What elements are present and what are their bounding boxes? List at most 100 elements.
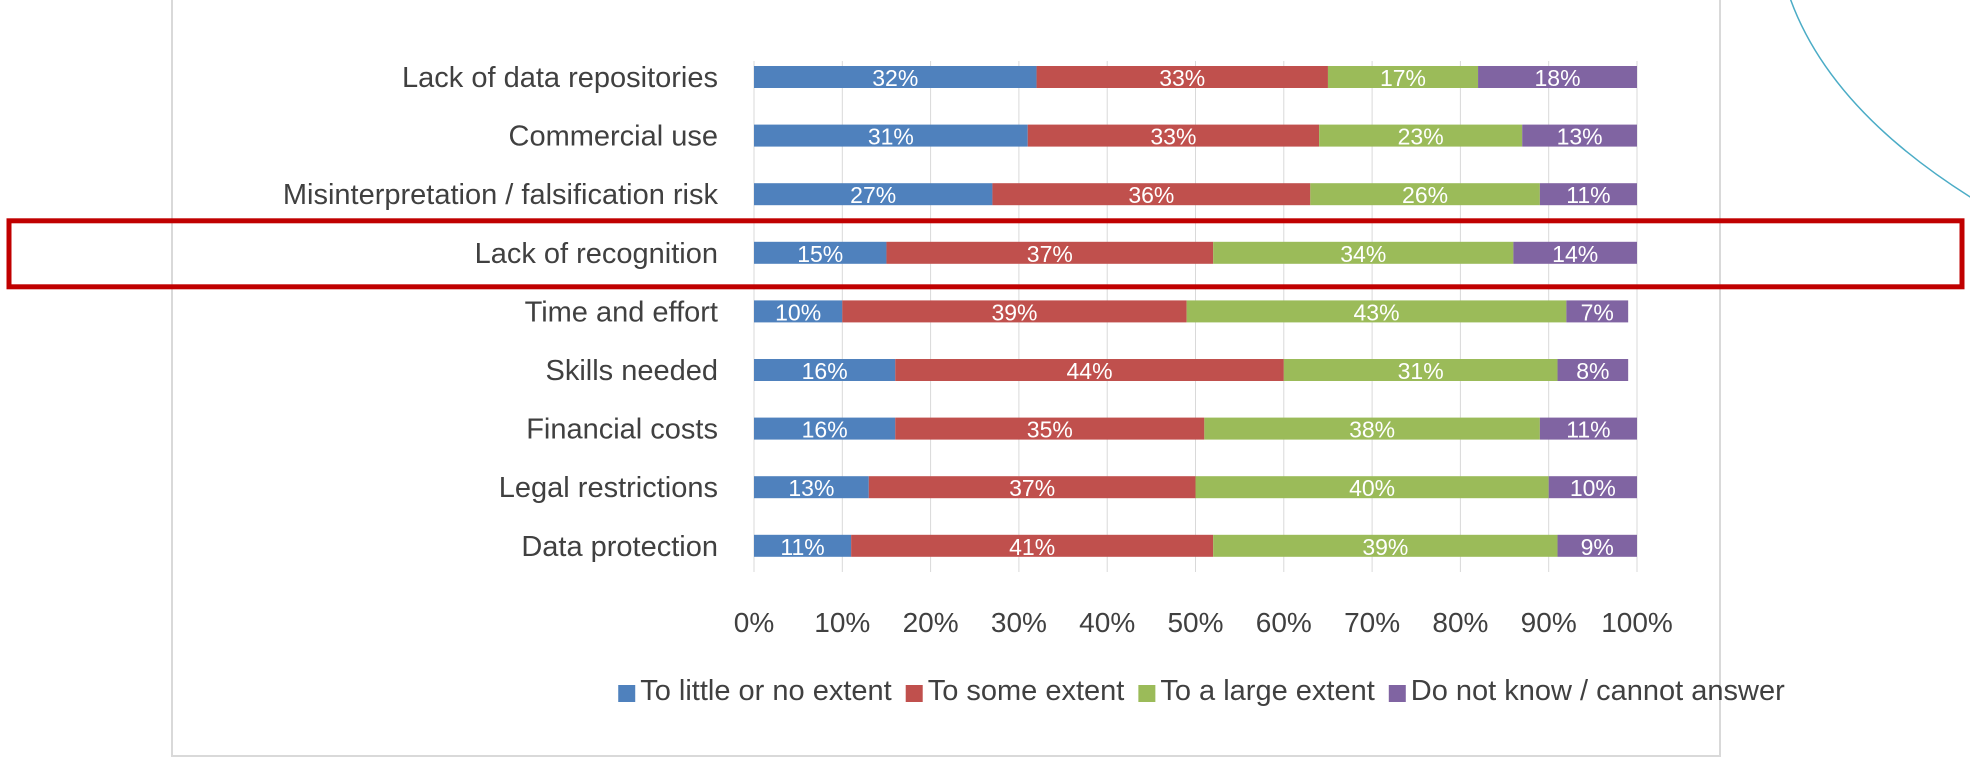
bar-segment [1319,124,1523,147]
data-label: 15% [797,241,843,267]
data-label: 8% [1576,358,1609,384]
bar-segment [886,241,1214,264]
category-label: Skills needed [546,355,719,387]
category-label: Data protection [521,531,718,563]
data-label: 27% [850,182,896,208]
bar-segment [1557,359,1629,381]
x-tick-label: 60% [1256,607,1312,638]
data-label: 10% [1570,475,1616,501]
legend-label: Do not know / cannot answer [1411,675,1785,707]
data-label: 18% [1535,65,1581,91]
legend-swatch [618,685,636,702]
data-label: 39% [991,299,1037,325]
x-tick-label: 100% [1601,607,1673,638]
bar-segment [1557,534,1637,557]
bar-segment [1213,241,1514,264]
bar-segment [754,476,869,499]
data-label: 36% [1128,182,1174,208]
data-label: 33% [1150,124,1196,150]
data-label: 37% [1027,241,1073,267]
data-label: 31% [868,124,914,150]
x-tick-label: 90% [1521,607,1577,638]
bar-segment [1036,66,1328,88]
data-label: 39% [1362,534,1408,560]
bar-segment [992,183,1311,206]
data-label: 41% [1009,534,1055,560]
bar-segment [1195,476,1549,499]
bar-segment [1478,66,1637,88]
bar-segment [1283,359,1558,381]
bar-segment [754,241,887,264]
data-label: 38% [1349,417,1395,443]
bar-segment [754,359,896,381]
x-tick-label: 10% [814,607,870,638]
bar-segment [754,534,852,557]
data-label: 7% [1581,299,1614,325]
x-tick-label: 0% [734,607,774,638]
category-label: Time and effort [525,296,718,328]
bar-segment [754,417,896,440]
bar-segment [1027,124,1320,147]
x-tick-label: 30% [991,607,1047,638]
bar-segment [1186,300,1567,323]
bar-segment [895,417,1205,440]
bar-segment [754,66,1037,88]
decorative-curve [1789,0,1970,198]
bar-segment [1566,300,1629,323]
data-label: 9% [1581,534,1614,560]
bar-segment [1513,241,1637,264]
data-label: 33% [1159,65,1205,91]
bar-segment [851,534,1214,557]
data-label: 26% [1402,182,1448,208]
legend-label: To little or no extent [640,675,891,707]
data-label: 31% [1398,358,1444,384]
bar-segment [895,359,1284,381]
category-label: Lack of data repositories [402,62,718,94]
bar-segment [842,300,1187,323]
data-label: 32% [872,65,918,91]
bar-segment [1327,66,1479,88]
data-label: 43% [1353,299,1399,325]
data-label: 11% [780,534,824,560]
bar-segment [754,183,993,206]
bar-segment [1310,183,1540,206]
data-label: 37% [1009,475,1055,501]
data-label: 11% [1566,417,1610,443]
legend-swatch [1138,685,1156,702]
data-label: 40% [1349,475,1395,501]
data-label: 13% [788,475,834,501]
legend-swatch [905,685,923,702]
data-label: 16% [802,358,848,384]
category-label: Legal restrictions [499,472,718,504]
bar-segment [1548,476,1637,499]
legend-swatch [1388,685,1406,702]
highlight-box [6,218,1965,290]
bar-segment [1213,534,1558,557]
category-label: Lack of recognition [475,238,718,270]
data-label: 23% [1398,124,1444,150]
data-label: 13% [1557,124,1603,150]
chart-border [171,0,1721,757]
data-label: 14% [1552,241,1598,267]
category-label: Commercial use [509,121,719,153]
data-label: 10% [775,299,821,325]
x-tick-label: 70% [1344,607,1400,638]
bar-segment [754,124,1028,147]
x-tick-label: 40% [1079,607,1135,638]
category-label: Financial costs [526,414,718,446]
bar-segment [1204,417,1540,440]
x-tick-label: 20% [903,607,959,638]
bar-segment [754,300,843,323]
data-label: 17% [1380,65,1426,91]
data-label: 11% [1566,182,1610,208]
legend-label: To a large extent [1160,675,1374,707]
data-label: 35% [1027,417,1073,443]
x-tick-label: 80% [1432,607,1488,638]
data-label: 16% [802,417,848,443]
bar-segment [868,476,1196,499]
bar-segment [1539,417,1637,440]
data-label: 34% [1340,241,1386,267]
legend-label: To some extent [928,675,1125,707]
